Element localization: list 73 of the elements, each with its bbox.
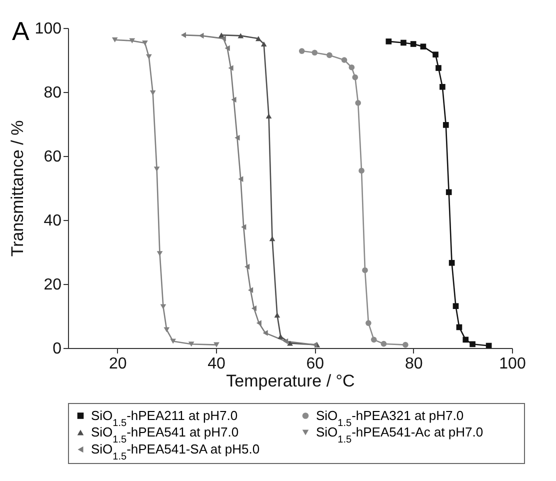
point	[436, 65, 442, 71]
point	[326, 52, 332, 58]
point	[298, 48, 305, 54]
point	[470, 341, 476, 348]
x-tick-label: 40	[208, 356, 226, 372]
point	[241, 224, 246, 230]
point	[160, 304, 166, 310]
point	[440, 84, 446, 90]
y-tick-label: 100	[34, 20, 62, 38]
point	[251, 305, 257, 312]
point	[214, 342, 220, 348]
point	[462, 336, 469, 343]
point	[262, 330, 268, 336]
point	[452, 303, 459, 309]
y-tick-label: 40	[44, 212, 62, 230]
point	[269, 236, 276, 242]
point	[380, 340, 387, 347]
y-tick-label: 60	[44, 148, 62, 166]
point	[287, 340, 293, 346]
point	[231, 96, 236, 103]
legend-label: SiO$_{1.5}$-hPEA321 at pH7.0	[316, 408, 464, 428]
point	[370, 336, 377, 343]
point	[420, 44, 426, 50]
point	[358, 168, 364, 174]
y-axis-title: Transmittance / %	[8, 120, 27, 257]
point	[112, 37, 118, 42]
legend-label: SiO$_{1.5}$-hPEA541-SA at pH5.0	[91, 442, 260, 462]
x-tick-label: 20	[108, 356, 127, 372]
x-tick-label: 80	[404, 356, 423, 372]
point	[256, 320, 262, 326]
point	[234, 134, 240, 141]
text: A	[12, 16, 30, 47]
point	[312, 50, 318, 56]
point	[400, 40, 406, 46]
point	[238, 33, 244, 38]
point	[170, 338, 176, 344]
point	[238, 176, 244, 182]
y-tick-label: 80	[44, 84, 62, 102]
point	[180, 32, 186, 38]
point	[218, 32, 224, 38]
y-tick-label: 0	[52, 340, 62, 358]
point	[410, 41, 416, 47]
point	[446, 189, 452, 196]
point	[442, 122, 449, 128]
point	[228, 65, 234, 71]
point	[362, 267, 368, 274]
point	[164, 327, 170, 332]
y-tick-label: 20	[44, 276, 62, 294]
point	[283, 338, 288, 344]
point	[248, 287, 254, 293]
point	[402, 342, 408, 348]
point	[142, 40, 148, 46]
point	[341, 57, 348, 63]
x-tick-label: 60	[306, 356, 324, 372]
point	[188, 342, 194, 347]
point	[366, 320, 372, 326]
point	[256, 36, 262, 42]
point	[224, 45, 230, 52]
point	[348, 64, 355, 70]
point	[274, 312, 280, 318]
x-axis-title: Temperature / °C	[226, 372, 355, 390]
point	[150, 90, 156, 96]
legend-label: SiO$_{1.5}$-hPEA211 at pH7.0	[91, 408, 238, 428]
x-tick-label: 100	[499, 356, 526, 372]
point	[432, 52, 438, 58]
point	[486, 342, 492, 348]
point	[386, 38, 392, 44]
point	[129, 38, 136, 44]
point	[260, 41, 267, 47]
point	[355, 100, 361, 106]
point	[448, 260, 455, 266]
point	[352, 74, 358, 80]
point	[244, 264, 250, 270]
